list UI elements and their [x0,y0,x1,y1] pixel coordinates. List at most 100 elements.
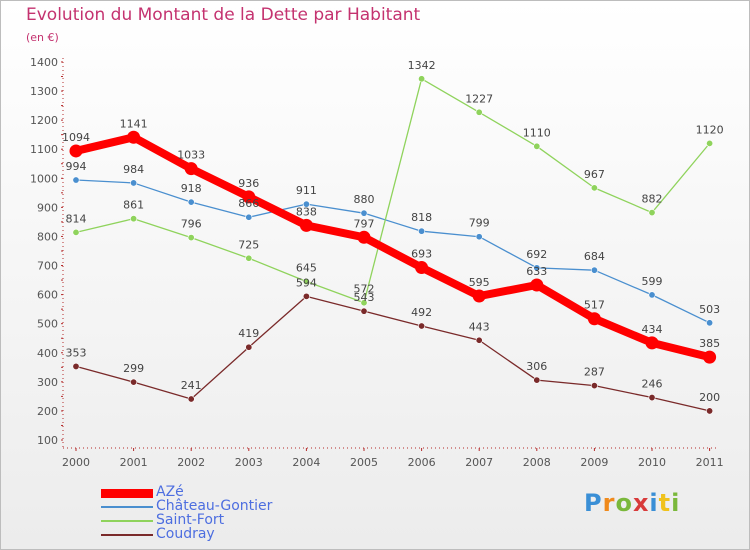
data-label: 1227 [465,92,493,105]
data-label: 246 [642,378,663,391]
data-point [187,198,195,206]
data-label: 572 [354,283,375,296]
data-label: 599 [642,275,663,288]
data-label: 1141 [120,117,148,130]
legend-swatch [101,488,153,498]
data-point [472,289,486,303]
y-tick-label: 500 [37,318,58,331]
x-tick-label: 2001 [120,456,148,469]
y-tick-label: 700 [37,260,58,273]
data-point [475,336,483,344]
x-tick-label: 2010 [638,456,666,469]
y-tick-label: 1200 [30,114,58,127]
data-label: 880 [354,193,375,206]
data-label: 1120 [696,123,724,136]
logo-letter: x [632,489,650,517]
x-tick-label: 2007 [465,456,493,469]
data-point [302,200,310,208]
y-tick-label: 1000 [30,172,58,185]
legend-item: Saint-Fort [101,513,361,528]
data-point [418,322,426,330]
data-point [475,233,483,241]
series-line-AZé [72,133,714,362]
x-tick-label: 2011 [696,456,724,469]
legend-swatch [101,506,153,508]
data-label: 918 [181,182,202,195]
data-point [187,234,195,242]
legend-item: Château-Gontier [101,499,361,514]
data-label: 936 [238,177,259,190]
data-label: 287 [584,366,605,379]
data-label: 517 [584,299,605,312]
logo-letter: i [671,489,681,517]
x-tick-label: 2009 [580,456,608,469]
data-point [360,307,368,315]
y-tick-label: 800 [37,230,58,243]
data-label: 594 [296,276,317,289]
data-point [590,382,598,390]
y-tick-label: 100 [37,434,58,447]
series-line-Château-Gontier [75,179,711,324]
x-tick-label: 2005 [350,456,378,469]
data-point [69,144,83,158]
x-tick-label: 2000 [62,456,90,469]
legend-swatch [101,534,153,536]
data-point [530,278,544,292]
data-label: 799 [469,217,490,230]
data-label: 882 [642,193,663,206]
data-point [242,190,256,204]
data-point [418,75,426,83]
data-point [533,142,541,150]
data-label: 200 [699,391,720,404]
data-label: 818 [411,211,432,224]
data-label: 814 [66,212,87,225]
data-point [245,343,253,351]
data-point [130,215,138,223]
data-label: 385 [699,337,720,350]
data-label: 633 [526,265,547,278]
data-label: 299 [123,362,144,375]
y-tick-label: 1100 [30,143,58,156]
data-point [475,108,483,116]
data-label: 434 [642,323,663,336]
data-label: 419 [238,327,259,340]
data-label: 797 [354,217,375,230]
data-point [72,176,80,184]
legend-label: Coudray [156,526,215,542]
data-label: 645 [296,262,317,275]
data-point [360,209,368,217]
chart-title: Evolution du Montant de la Dette par Hab… [26,5,421,25]
legend-label: AZé [156,484,184,500]
chart-subtitle: (en €) [26,31,59,44]
data-label: 725 [238,238,259,251]
y-tick-label: 300 [37,376,58,389]
data-label: 443 [469,320,490,333]
data-point [590,184,598,192]
data-point [703,350,717,364]
data-label: 838 [296,205,317,218]
data-label: 1033 [177,149,205,162]
y-tick-label: 400 [37,347,58,360]
data-point [706,139,714,147]
data-point [533,376,541,384]
data-label: 967 [584,168,605,181]
data-label: 693 [411,248,432,261]
data-point [130,179,138,187]
data-point [533,264,541,272]
data-point [357,230,371,244]
proxiti-logo: Proxiti [584,489,680,517]
x-tick-label: 2002 [177,456,205,469]
logo-letter: o [615,489,633,517]
data-point [302,278,310,286]
data-point [184,162,198,176]
data-point [127,130,141,144]
y-tick-label: 600 [37,289,58,302]
series-line-Saint-Fort [75,78,711,304]
data-label: 306 [526,360,547,373]
data-label: 861 [123,199,144,212]
data-point [360,299,368,307]
data-label: 241 [181,379,202,392]
data-point [187,395,195,403]
